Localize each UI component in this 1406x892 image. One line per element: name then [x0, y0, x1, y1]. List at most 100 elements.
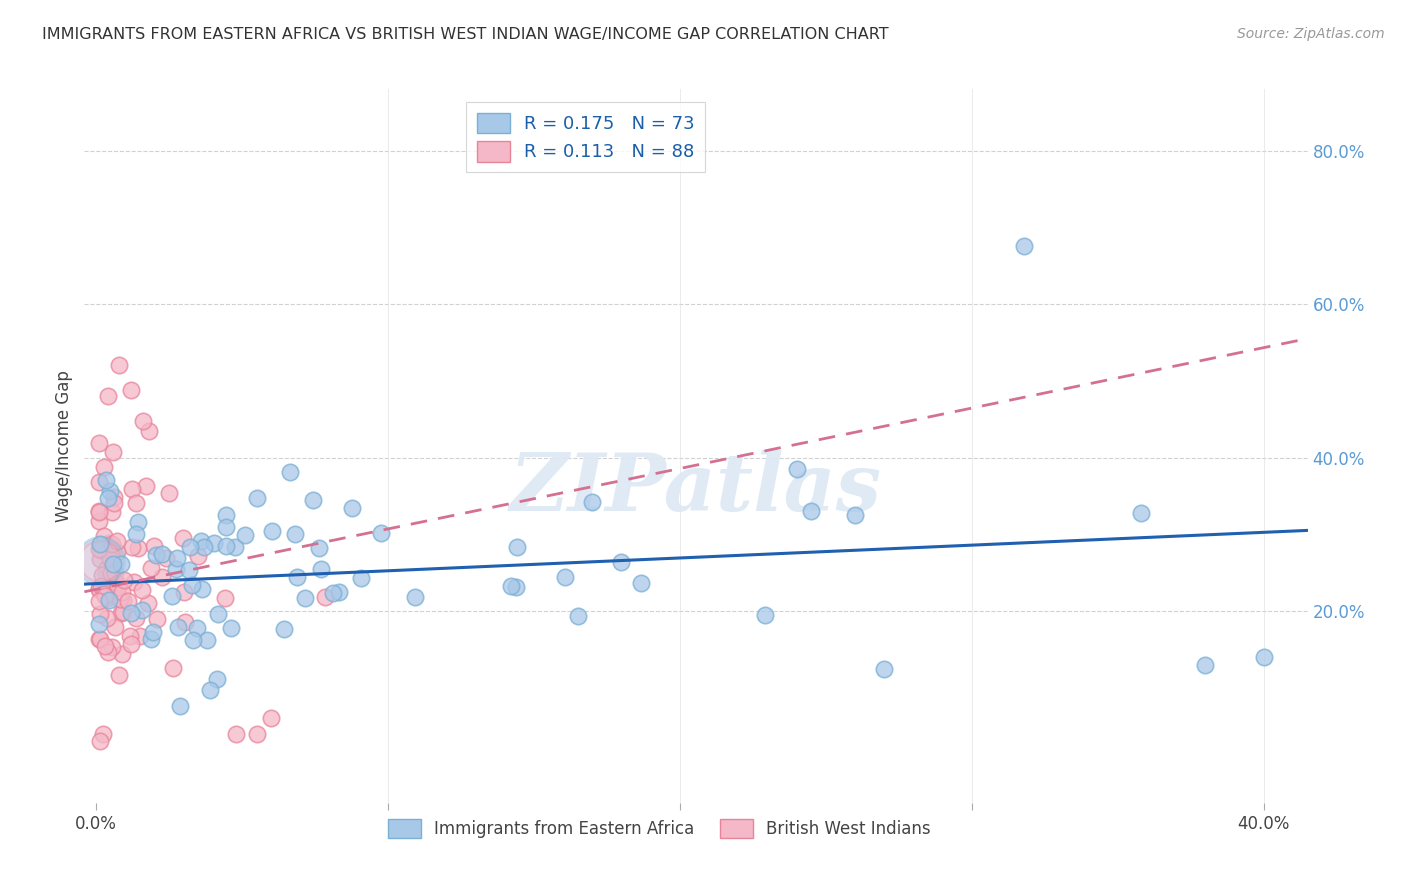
Point — [125, 496, 148, 510]
Point — [224, 541, 246, 555]
Point — [110, 558, 132, 572]
Point — [125, 610, 148, 624]
Point — [155, 550, 177, 565]
Point — [96, 611, 118, 625]
Point — [187, 549, 209, 563]
Point — [100, 566, 122, 580]
Point — [873, 661, 896, 675]
Point — [285, 570, 308, 584]
Point — [87, 541, 110, 556]
Point — [195, 633, 218, 648]
Point — [246, 491, 269, 505]
Text: IMMIGRANTS FROM EASTERN AFRICA VS BRITISH WEST INDIAN WAGE/INCOME GAP CORRELATIO: IMMIGRANTS FROM EASTERN AFRICA VS BRITIS… — [42, 27, 889, 42]
Point — [94, 566, 117, 581]
Point — [112, 593, 135, 607]
Point — [145, 549, 167, 563]
Point — [166, 620, 188, 634]
Point — [142, 624, 165, 639]
Point — [202, 535, 225, 549]
Point — [87, 632, 110, 646]
Point — [610, 555, 633, 569]
Point — [93, 529, 115, 543]
Point — [120, 383, 142, 397]
Point — [157, 485, 180, 500]
Point — [120, 629, 142, 643]
Point — [165, 562, 187, 576]
Point — [105, 533, 128, 548]
Point — [322, 586, 344, 600]
Point — [800, 504, 823, 518]
Point — [554, 569, 576, 583]
Point — [150, 570, 173, 584]
Point — [110, 607, 132, 621]
Point — [273, 622, 295, 636]
Point — [91, 727, 114, 741]
Point — [136, 596, 159, 610]
Text: ZIPatlas: ZIPatlas — [510, 450, 882, 527]
Point — [193, 541, 215, 555]
Point — [89, 554, 111, 568]
Point — [173, 584, 195, 599]
Point — [107, 581, 129, 595]
Point — [93, 459, 115, 474]
Point — [110, 592, 132, 607]
Point — [89, 536, 111, 550]
Point — [294, 591, 316, 606]
Point — [233, 528, 256, 542]
Point — [105, 576, 128, 591]
Point — [135, 479, 157, 493]
Y-axis label: Wage/Income Gap: Wage/Income Gap — [55, 370, 73, 522]
Point — [87, 504, 110, 518]
Point — [1014, 239, 1036, 253]
Point — [129, 629, 152, 643]
Point — [94, 589, 117, 603]
Point — [150, 547, 173, 561]
Point — [89, 733, 111, 747]
Point — [308, 541, 330, 555]
Point — [93, 639, 115, 653]
Point — [207, 672, 229, 686]
Point — [111, 584, 134, 599]
Point — [162, 589, 184, 603]
Point — [214, 591, 236, 606]
Point — [350, 571, 373, 585]
Point — [91, 568, 114, 582]
Point — [97, 491, 120, 506]
Point — [87, 617, 110, 632]
Point — [124, 575, 146, 590]
Point — [97, 582, 120, 596]
Point — [262, 524, 284, 538]
Point — [207, 607, 229, 621]
Point — [162, 660, 184, 674]
Point — [404, 590, 426, 604]
Point — [630, 576, 652, 591]
Point — [127, 515, 149, 529]
Point — [87, 514, 110, 528]
Point — [100, 559, 122, 574]
Point — [97, 389, 120, 403]
Point — [89, 632, 111, 646]
Point — [301, 492, 323, 507]
Point — [246, 727, 269, 741]
Point — [87, 435, 110, 450]
Point — [844, 508, 866, 522]
Point — [87, 594, 110, 608]
Text: Source: ZipAtlas.com: Source: ZipAtlas.com — [1237, 27, 1385, 41]
Point — [754, 608, 776, 623]
Point — [104, 620, 127, 634]
Point — [183, 632, 205, 647]
Legend: Immigrants from Eastern Africa, British West Indians: Immigrants from Eastern Africa, British … — [381, 812, 938, 845]
Point — [96, 561, 118, 575]
Point — [90, 579, 112, 593]
Point — [138, 424, 160, 438]
Point — [108, 359, 131, 373]
Point — [505, 580, 527, 594]
Point — [87, 505, 110, 519]
Point — [284, 527, 307, 541]
Point — [328, 584, 350, 599]
Point — [215, 520, 238, 534]
Point — [567, 609, 589, 624]
Point — [101, 640, 124, 655]
Point — [198, 683, 221, 698]
Point — [98, 551, 121, 566]
